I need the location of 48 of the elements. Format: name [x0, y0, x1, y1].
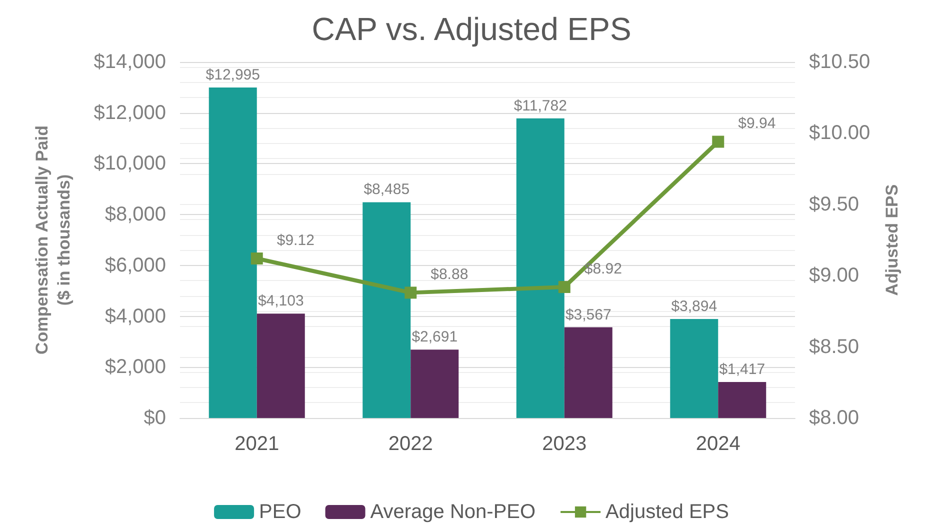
bar [410, 350, 459, 418]
point [250, 252, 263, 265]
y-tick-label: $14,000 [94, 51, 166, 73]
x-tick-label: 2024 [696, 433, 740, 455]
data-label: $3,567 [565, 306, 612, 324]
bar [670, 318, 718, 418]
data-label: $8,485 [364, 181, 410, 198]
bar [516, 118, 564, 418]
bar [256, 314, 305, 418]
y-tick-label: $6,000 [104, 254, 166, 276]
data-label: $8.92 [584, 260, 622, 278]
y-axis-title: Compensation Actually Paid ($ in thousands) [32, 126, 74, 354]
point [712, 136, 724, 148]
y-tick-label: $0 [144, 407, 166, 429]
x-tick-label: 2023 [542, 433, 587, 455]
legend-label: Average Non-PEO [370, 501, 536, 523]
y2-tick-label: $8.00 [809, 407, 860, 429]
data-label: $9.12 [276, 232, 314, 250]
data-label: $4,103 [258, 292, 304, 310]
point [558, 280, 570, 293]
bar [208, 88, 257, 418]
y2-tick-label: $8.50 [809, 336, 860, 358]
x-tick-label: 2022 [388, 433, 433, 455]
y2-tick-label: $9.00 [809, 264, 860, 287]
point [404, 286, 417, 299]
y-tick-label: $4,000 [104, 305, 166, 328]
chart-title: CAP vs. Adjusted EPS [312, 11, 632, 47]
y2-axis-title: Adjusted EPS [882, 184, 902, 296]
legend-label: Adjusted EPS [606, 501, 729, 523]
data-label: $8.88 [430, 266, 468, 284]
y2-tick-label: $10.00 [809, 122, 870, 144]
y-tick-label: $10,000 [94, 152, 166, 175]
legend-label: PEO [259, 501, 302, 523]
data-label: $12,995 [206, 66, 260, 84]
bar [362, 202, 411, 418]
data-label: $11,782 [514, 97, 567, 114]
y-tick-label: $2,000 [104, 356, 166, 378]
data-label: $3,894 [671, 298, 718, 315]
data-label: $2,691 [412, 328, 458, 346]
data-label: $1,417 [719, 360, 766, 378]
y2-tick-label: $9.50 [809, 193, 860, 216]
y-tick-label: $12,000 [94, 102, 166, 124]
x-tick-label: 2021 [234, 433, 280, 455]
bar [564, 327, 612, 418]
bar [718, 382, 766, 418]
y-tick-label: $8,000 [104, 204, 166, 226]
y2-tick-label: $10.50 [809, 51, 870, 73]
data-label: $9.94 [738, 115, 776, 132]
